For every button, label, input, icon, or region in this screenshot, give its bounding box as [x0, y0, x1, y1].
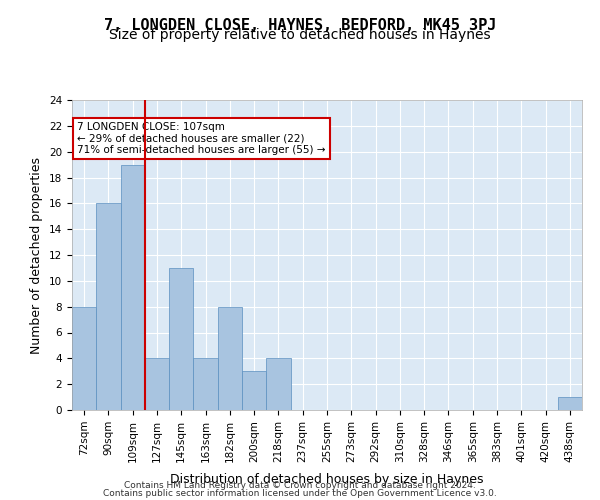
- Text: 7 LONGDEN CLOSE: 107sqm
← 29% of detached houses are smaller (22)
71% of semi-de: 7 LONGDEN CLOSE: 107sqm ← 29% of detache…: [77, 122, 326, 155]
- Bar: [121, 164, 145, 410]
- Bar: [72, 306, 96, 410]
- Text: Size of property relative to detached houses in Haynes: Size of property relative to detached ho…: [109, 28, 491, 42]
- X-axis label: Distribution of detached houses by size in Haynes: Distribution of detached houses by size …: [170, 473, 484, 486]
- Text: Contains HM Land Registry data © Crown copyright and database right 2024.: Contains HM Land Registry data © Crown c…: [124, 481, 476, 490]
- Y-axis label: Number of detached properties: Number of detached properties: [31, 156, 43, 354]
- Bar: [145, 358, 169, 410]
- Bar: [266, 358, 290, 410]
- Bar: [193, 358, 218, 410]
- Bar: [558, 397, 582, 410]
- Bar: [218, 306, 242, 410]
- Text: Contains public sector information licensed under the Open Government Licence v3: Contains public sector information licen…: [103, 488, 497, 498]
- Text: 7, LONGDEN CLOSE, HAYNES, BEDFORD, MK45 3PJ: 7, LONGDEN CLOSE, HAYNES, BEDFORD, MK45 …: [104, 18, 496, 32]
- Bar: [169, 268, 193, 410]
- Bar: [242, 371, 266, 410]
- Bar: [96, 204, 121, 410]
